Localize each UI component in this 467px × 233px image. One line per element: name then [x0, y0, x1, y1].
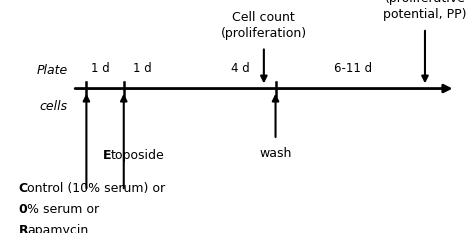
- Text: 4 d: 4 d: [231, 62, 250, 75]
- Text: C: C: [19, 182, 28, 195]
- Text: 0: 0: [19, 203, 28, 216]
- Text: toposide: toposide: [111, 149, 165, 162]
- Text: apamycin: apamycin: [27, 224, 88, 233]
- Text: E: E: [103, 149, 111, 162]
- Text: 6-11 d: 6-11 d: [333, 62, 372, 75]
- Text: wash: wash: [259, 147, 292, 160]
- Text: Cell count
(proliferative
potential, PP): Cell count (proliferative potential, PP): [383, 0, 467, 21]
- Text: Plate: Plate: [36, 64, 68, 77]
- Text: 1 d: 1 d: [91, 62, 110, 75]
- Text: 1 d: 1 d: [133, 62, 152, 75]
- Text: R: R: [19, 224, 28, 233]
- Text: Cell count
(proliferation): Cell count (proliferation): [221, 11, 307, 40]
- Text: % serum or: % serum or: [27, 203, 99, 216]
- Text: ontrol (10% serum) or: ontrol (10% serum) or: [27, 182, 165, 195]
- Text: cells: cells: [40, 100, 68, 113]
